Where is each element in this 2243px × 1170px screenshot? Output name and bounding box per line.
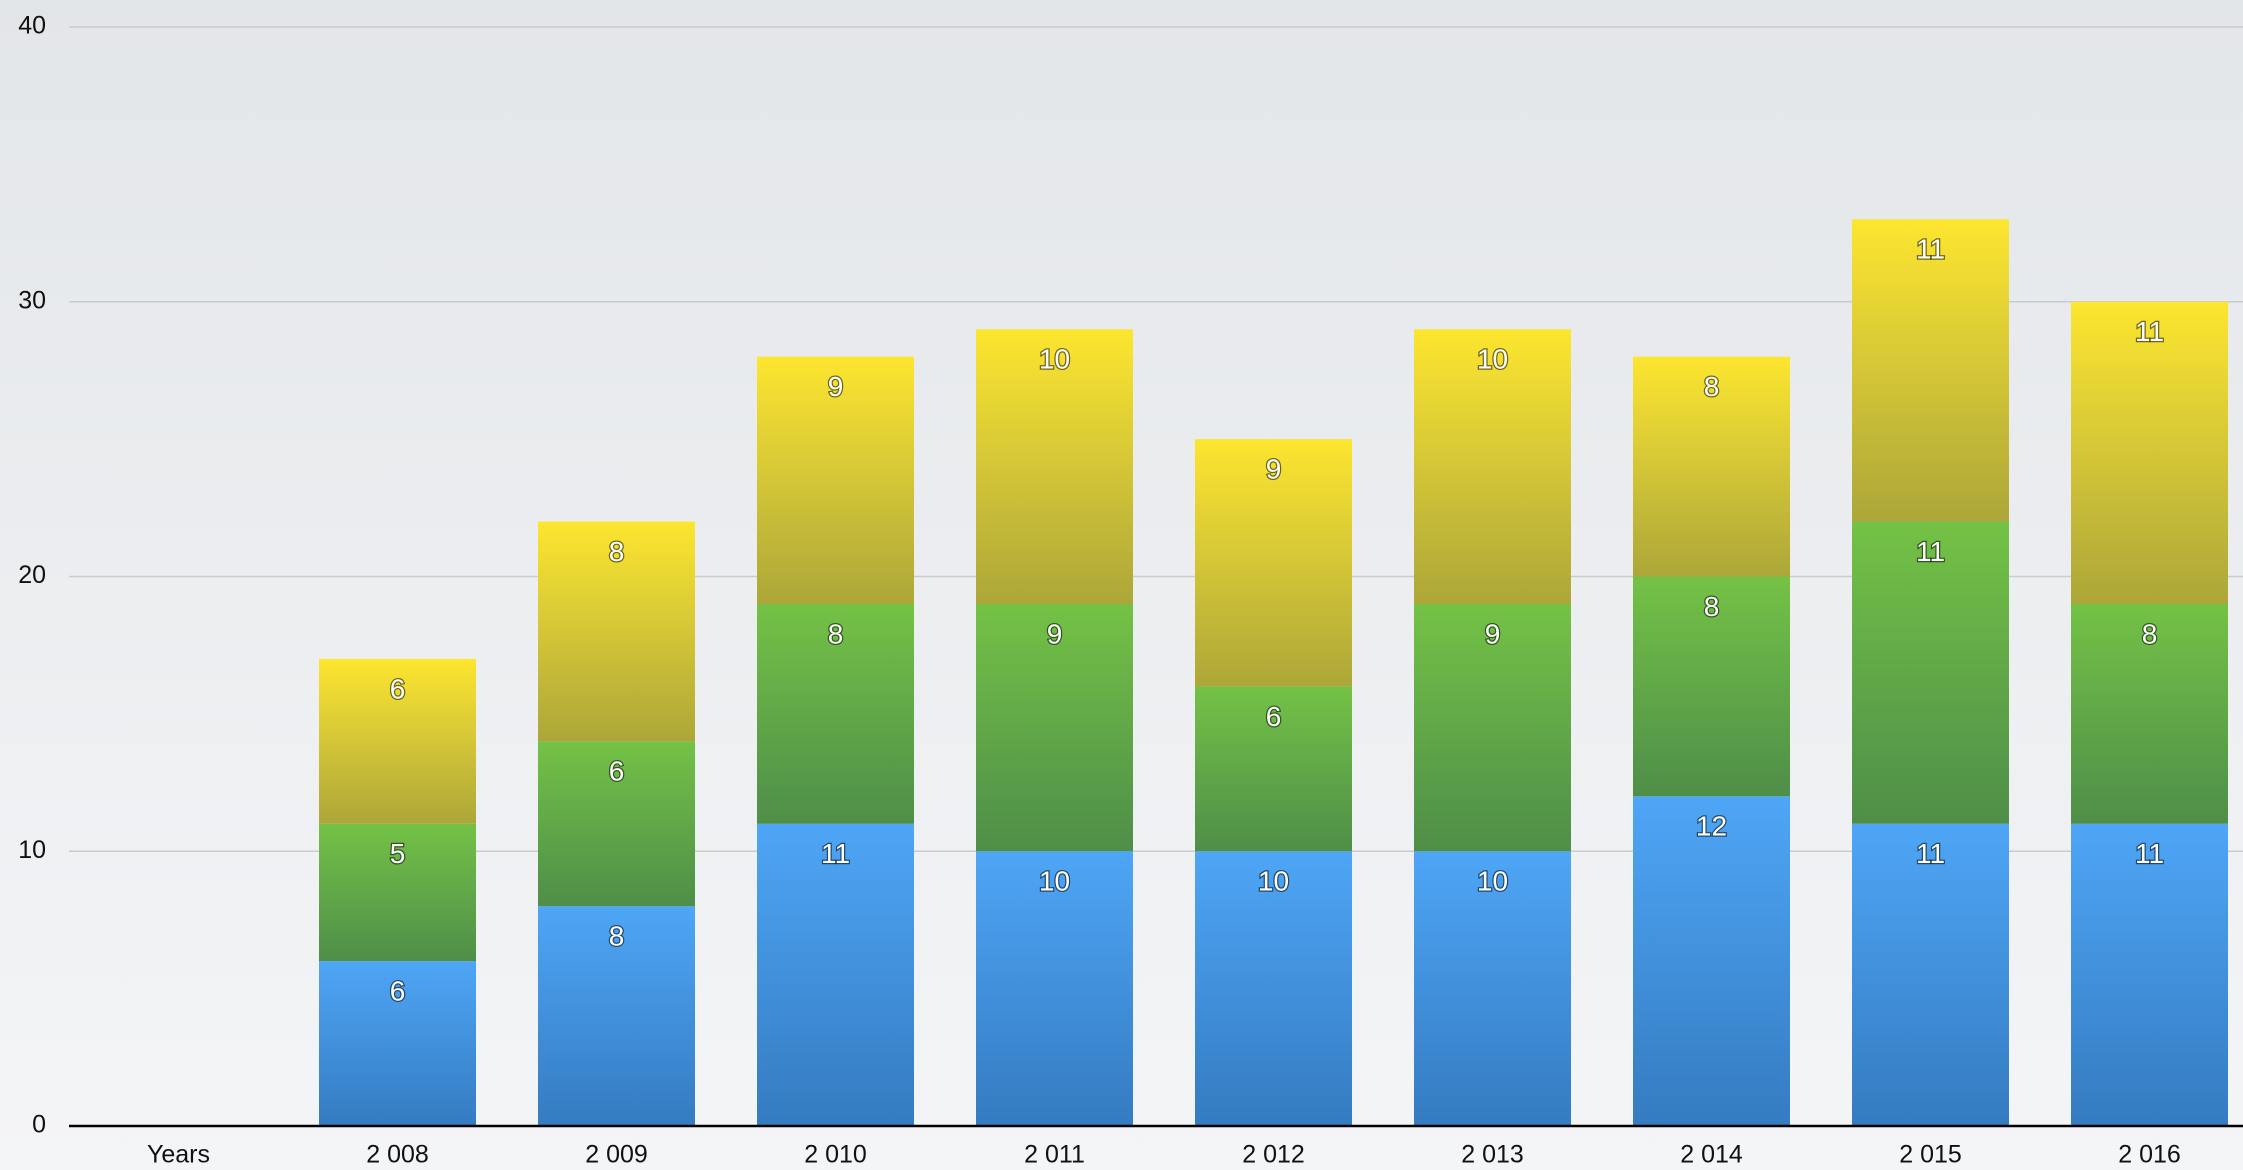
bar-segment	[1195, 851, 1352, 1126]
bar-segment	[538, 741, 695, 907]
data-label: 11	[2135, 316, 2164, 347]
data-label: 8	[2142, 618, 2158, 649]
x-tick-label: 2 015	[1899, 1141, 1962, 1169]
x-tick-label: 2 011	[1024, 1141, 1085, 1169]
data-label: 6	[609, 756, 625, 787]
bar-segment	[319, 658, 476, 824]
data-label: 10	[1477, 344, 1508, 375]
data-label: 11	[1916, 536, 1945, 567]
data-label: 9	[1047, 618, 1063, 649]
data-label: 10	[1258, 866, 1289, 897]
bar-segment	[976, 329, 1133, 604]
data-label: 8	[609, 921, 625, 952]
y-tick-label: 20	[18, 561, 46, 589]
x-tick-label: 2 010	[804, 1141, 867, 1169]
bar-segment	[319, 961, 476, 1126]
y-tick-label: 10	[18, 836, 46, 864]
data-label: 11	[1916, 838, 1945, 869]
x-tick-label: 2 012	[1242, 1141, 1305, 1169]
data-label: 10	[1477, 866, 1508, 897]
y-tick-label: 40	[18, 12, 46, 40]
bar-segment	[1852, 521, 2009, 824]
bar-segment	[976, 851, 1133, 1126]
data-label: 6	[1266, 701, 1282, 732]
x-tick-label: Years	[147, 1141, 210, 1169]
bar-segment	[1414, 851, 1571, 1126]
data-label: 5	[390, 838, 406, 869]
x-tick-label: 2 009	[585, 1141, 648, 1169]
y-tick-label: 30	[18, 286, 46, 314]
data-label: 9	[1266, 454, 1282, 485]
bar-segment	[538, 521, 695, 742]
bar-segment	[1414, 603, 1571, 852]
y-tick-label: 0	[32, 1111, 46, 1139]
data-label: 8	[609, 536, 625, 567]
bar-segment	[1852, 219, 2009, 522]
data-label: 11	[1916, 234, 1945, 265]
x-tick-label: 2 014	[1680, 1141, 1743, 1169]
x-tick-label: 2 008	[366, 1141, 429, 1169]
bar-segment	[1195, 439, 1352, 687]
data-label: 8	[1704, 371, 1720, 402]
data-label: 6	[390, 976, 406, 1007]
bar-segment	[1414, 329, 1571, 604]
bar-segment	[538, 906, 695, 1126]
bar-segment	[757, 356, 914, 604]
bar-segment	[319, 823, 476, 962]
bar-segment	[2071, 301, 2228, 604]
bar-segment	[1195, 686, 1352, 852]
bar-segment	[976, 603, 1133, 852]
data-label: 6	[390, 673, 406, 704]
data-label: 10	[1039, 344, 1070, 375]
bar-segment	[757, 823, 914, 1126]
bar-segment	[2071, 823, 2228, 1126]
bar-segment	[1633, 576, 1790, 797]
bar-segment	[1852, 823, 2009, 1126]
data-label: 11	[2135, 838, 2164, 869]
bar-segment	[757, 603, 914, 824]
bar-segment	[1633, 356, 1790, 577]
bar-segment	[1633, 796, 1790, 1126]
data-label: 12	[1696, 811, 1727, 842]
x-tick-label: 2 013	[1461, 1141, 1524, 1169]
data-label: 9	[1485, 618, 1501, 649]
data-label: 11	[821, 838, 850, 869]
bar-segment	[2071, 603, 2228, 824]
data-label: 8	[1704, 591, 1720, 622]
data-label: 8	[828, 618, 844, 649]
x-tick-label: 2 016	[2118, 1141, 2181, 1169]
data-label: 9	[828, 371, 844, 402]
data-label: 10	[1039, 866, 1070, 897]
